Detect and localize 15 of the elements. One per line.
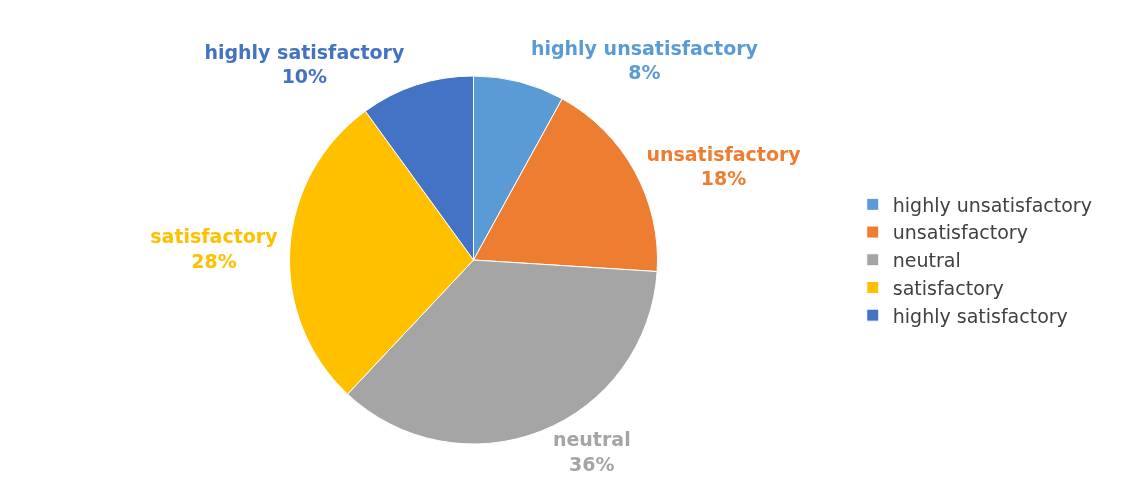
slice-label: satisfactory [150,225,279,247]
slice-label: highly unsatisfactory [530,36,759,59]
slice-label: unsatisfactory [646,142,802,165]
data-label: 36% [569,452,615,475]
legend-label: neutral [892,249,961,272]
data-label: 10% [281,65,328,88]
legend-label: satisfactory [892,276,1004,299]
slice-label: neutral [552,427,631,450]
data-label: 18% [700,167,747,190]
data-label: 28% [191,249,237,272]
data-label: 8% [628,61,661,84]
legend-label: highly unsatisfactory [892,193,1092,216]
slice-label: highly satisfactory [204,40,405,63]
legend-label: highly satisfactory [892,304,1068,327]
legend-label: unsatisfactory [892,221,1028,244]
